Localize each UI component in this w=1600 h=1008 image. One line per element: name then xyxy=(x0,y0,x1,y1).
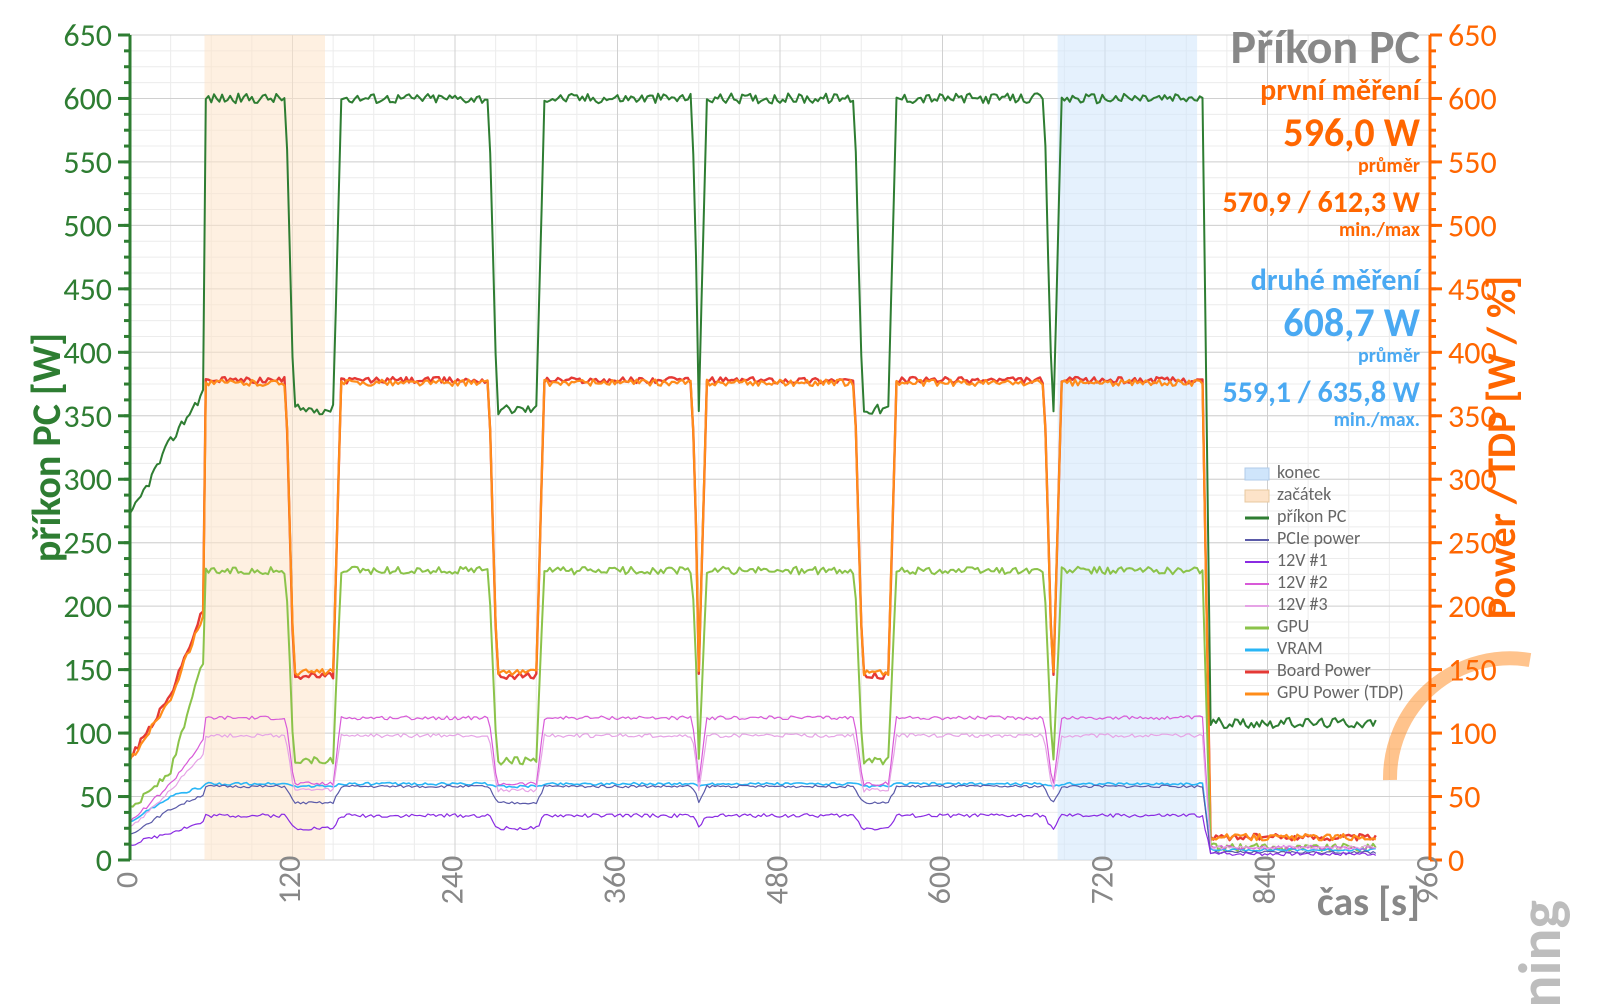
legend-swatch xyxy=(1245,490,1269,502)
xtick-label: 600 xyxy=(920,856,959,905)
measurement-text: 559,1 / 635,8 W xyxy=(1222,374,1420,411)
ytick-right-label: 600 xyxy=(1448,79,1497,118)
chart-title: Příkon PC xyxy=(1231,17,1420,76)
xtick-label: 120 xyxy=(270,856,309,905)
legend-label: 12V #3 xyxy=(1277,593,1328,615)
ytick-right-label: 550 xyxy=(1448,143,1497,182)
ytick-left-label: 50 xyxy=(80,778,112,817)
measurement-text: druhé měření xyxy=(1251,262,1422,299)
xtick-label: 0 xyxy=(108,872,147,888)
legend-label: Board Power xyxy=(1277,659,1371,681)
measurement-text: 608,7 W xyxy=(1283,298,1420,347)
ytick-right-label: 100 xyxy=(1448,714,1497,753)
legend-label: GPU xyxy=(1277,615,1309,637)
ytick-right-label: 150 xyxy=(1448,651,1497,690)
measurement-text: 596,0 W xyxy=(1283,108,1420,157)
measurement-text: první měření xyxy=(1260,72,1422,109)
measurement-text: min./max. xyxy=(1334,408,1420,432)
legend-label: GPU Power (TDP) xyxy=(1277,681,1404,703)
ylabel-right: Power / TDP [W / %] xyxy=(1477,276,1526,619)
measurement-text: průměr xyxy=(1358,154,1420,178)
xtick-label: 720 xyxy=(1083,856,1122,905)
ytick-left-label: 500 xyxy=(63,206,112,245)
ytick-right-label: 50 xyxy=(1448,778,1480,817)
ytick-left-label: 600 xyxy=(63,79,112,118)
xtick-label: 480 xyxy=(758,856,797,905)
legend-label: příkon PC xyxy=(1277,505,1347,527)
ylabel-left: příkon PC [W] xyxy=(22,333,71,562)
ytick-right-label: 500 xyxy=(1448,206,1497,245)
legend-label: VRAM xyxy=(1277,637,1323,659)
ytick-right-label: 650 xyxy=(1448,16,1497,55)
ytick-left-label: 150 xyxy=(63,651,112,690)
measurement-text: 570,9 / 612,3 W xyxy=(1222,184,1420,221)
power-chart-svg: pctuning05010015020025030035040045050055… xyxy=(0,0,1600,1008)
ytick-right-label: 0 xyxy=(1448,841,1464,880)
measurement-text: min./max xyxy=(1339,218,1421,242)
legend-swatch xyxy=(1245,468,1269,480)
ytick-left-label: 100 xyxy=(63,714,112,753)
xtick-label: 240 xyxy=(433,856,472,905)
ytick-left-label: 450 xyxy=(63,270,112,309)
xtick-label: 840 xyxy=(1245,856,1284,905)
ytick-left-label: 550 xyxy=(63,143,112,182)
measurement-text: průměr xyxy=(1358,344,1420,368)
legend-label: PCIe power xyxy=(1277,527,1360,549)
xlabel: čas [s] xyxy=(1317,877,1420,926)
ytick-left-label: 650 xyxy=(63,16,112,55)
watermark: pctuning xyxy=(1504,900,1577,1008)
xtick-label: 360 xyxy=(595,856,634,905)
legend-label: 12V #1 xyxy=(1277,549,1328,571)
chart-container: pctuning05010015020025030035040045050055… xyxy=(0,0,1600,1008)
ytick-left-label: 200 xyxy=(63,587,112,626)
legend-label: začátek xyxy=(1277,483,1331,505)
legend-label: 12V #2 xyxy=(1277,571,1328,593)
legend-label: konec xyxy=(1277,461,1320,483)
